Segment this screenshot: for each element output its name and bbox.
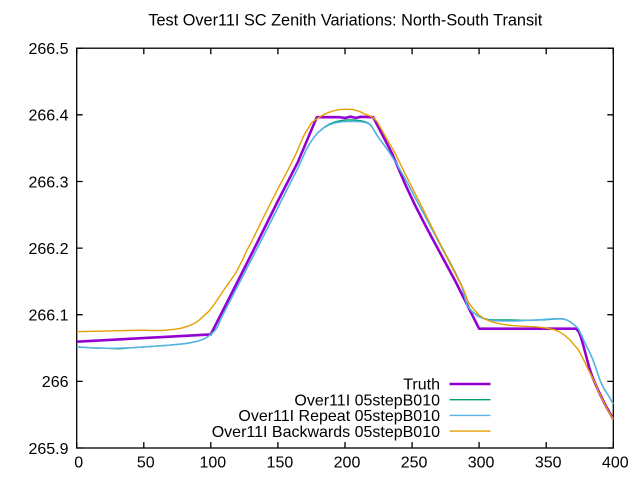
svg-text:200: 200 — [334, 455, 361, 472]
svg-text:150: 150 — [267, 455, 294, 472]
svg-text:300: 300 — [468, 455, 495, 472]
svg-text:Test Over11I SC Zenith Variati: Test Over11I SC Zenith Variations: North… — [148, 12, 542, 30]
svg-text:Truth: Truth — [403, 377, 440, 394]
svg-text:265.9: 265.9 — [28, 441, 68, 458]
svg-text:0: 0 — [74, 455, 83, 472]
svg-text:266.2: 266.2 — [28, 241, 68, 258]
svg-text:250: 250 — [401, 455, 428, 472]
svg-text:266.3: 266.3 — [28, 174, 68, 191]
svg-text:Over11I 05stepB010: Over11I 05stepB010 — [294, 392, 440, 409]
svg-text:266: 266 — [42, 374, 69, 391]
svg-text:Over11I Backwards 05stepB010: Over11I Backwards 05stepB010 — [212, 424, 440, 441]
svg-text:266.5: 266.5 — [28, 41, 68, 58]
svg-text:266.4: 266.4 — [28, 108, 68, 125]
svg-text:50: 50 — [137, 455, 155, 472]
svg-text:266.1: 266.1 — [28, 308, 68, 325]
svg-text:400: 400 — [602, 455, 629, 472]
svg-text:350: 350 — [535, 455, 562, 472]
svg-text:Over11I Repeat 05stepB010: Over11I Repeat 05stepB010 — [238, 408, 440, 425]
svg-text:100: 100 — [199, 455, 226, 472]
